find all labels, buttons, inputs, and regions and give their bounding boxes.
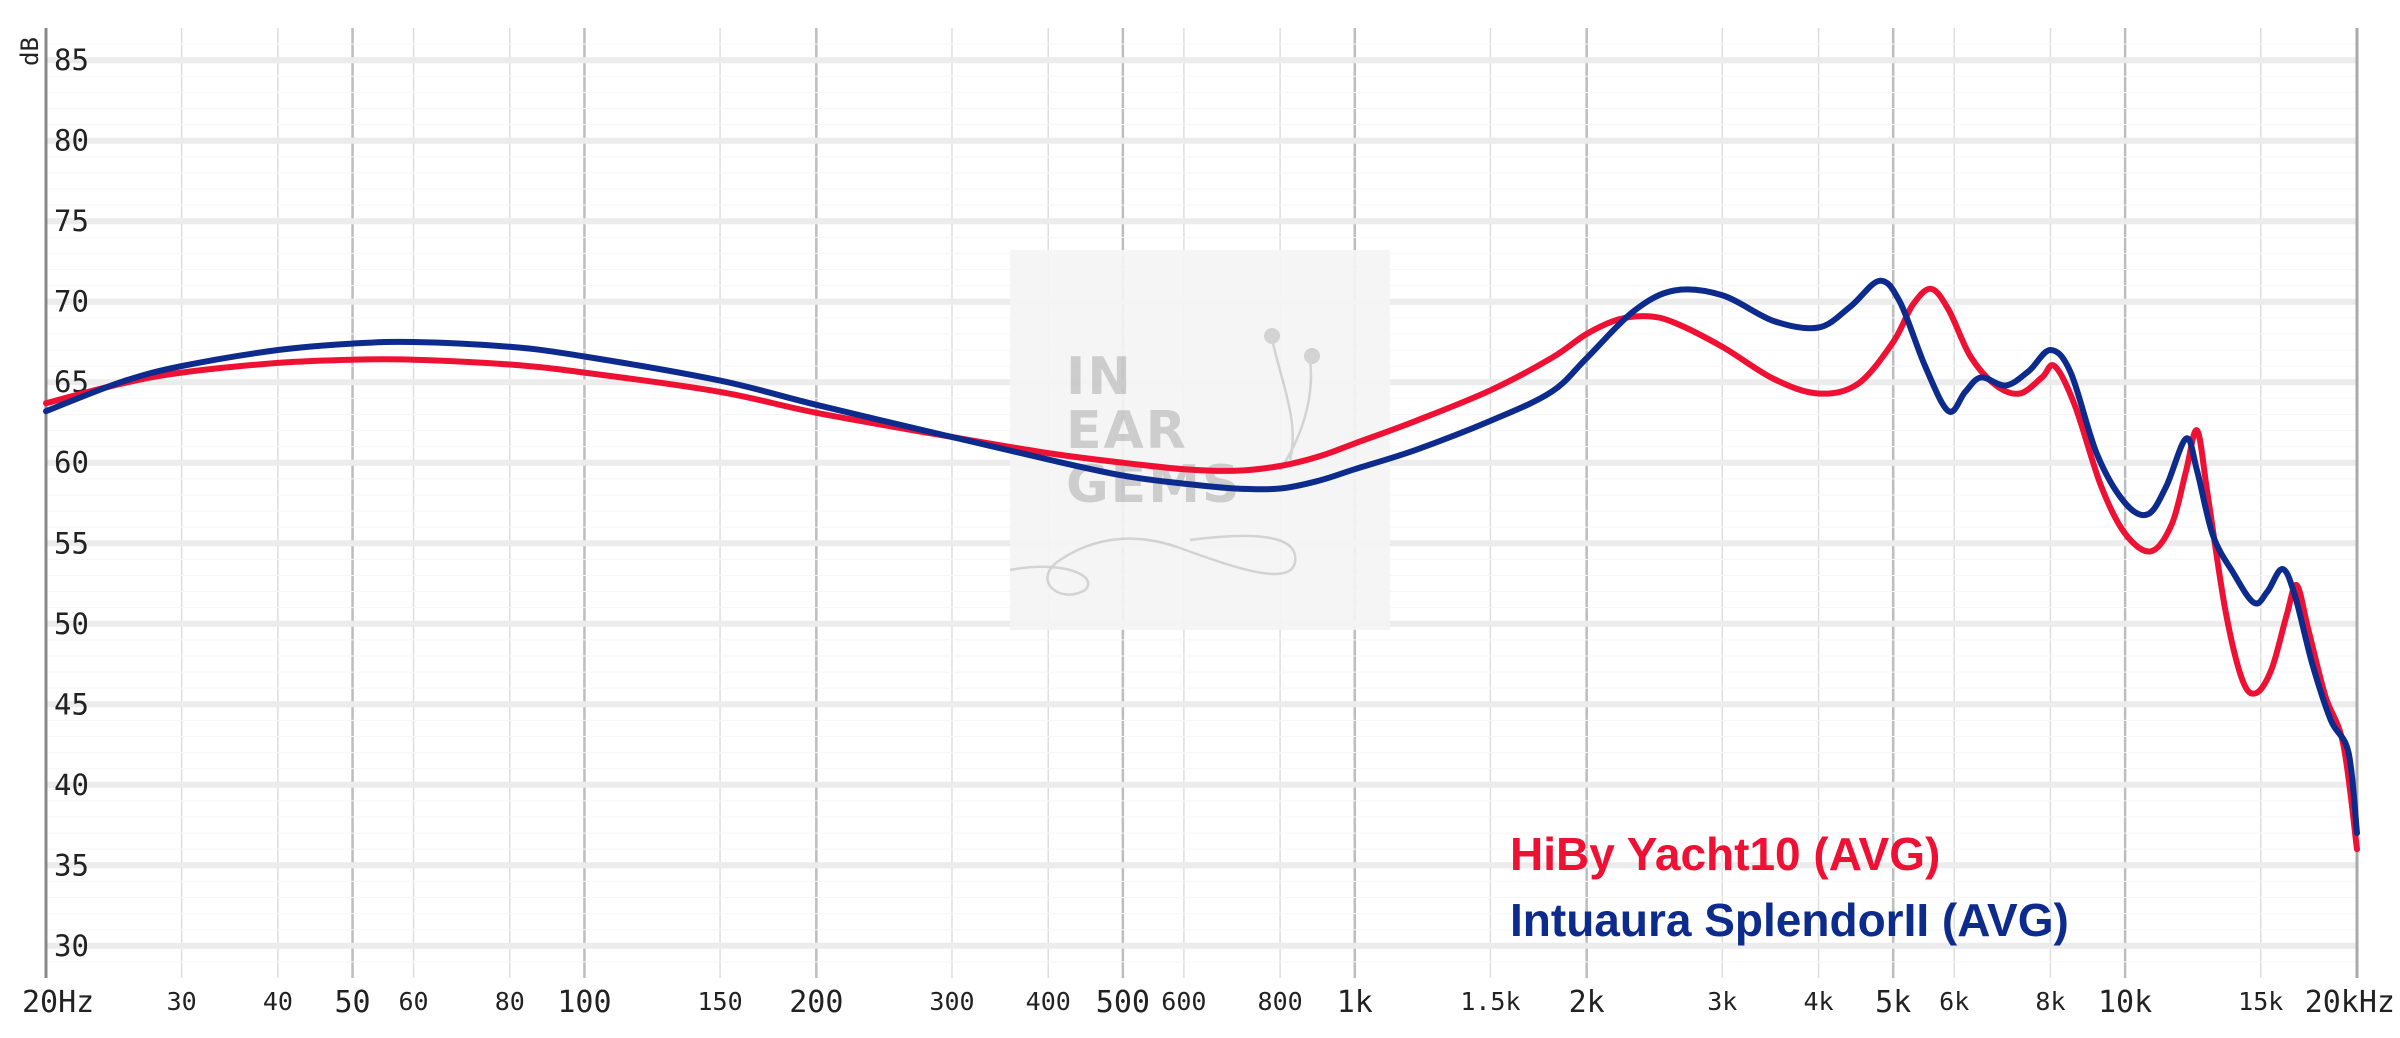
x-tick-label-5000: 5k bbox=[1875, 985, 1911, 1020]
x-tick-label-30: 30 bbox=[167, 987, 197, 1016]
legend-entry-intuaura-splendor2: Intuaura SplendorII (AVG) bbox=[1510, 894, 2069, 946]
curves bbox=[43, 277, 2360, 853]
series-line-1 bbox=[43, 277, 2360, 837]
x-tick-label-400: 400 bbox=[1026, 987, 1071, 1016]
y-tick-label-35: 35 bbox=[54, 848, 89, 882]
watermark-earbud-left bbox=[1264, 328, 1280, 344]
x-tick-label-6000: 6k bbox=[1939, 987, 1969, 1016]
y-tick-label-50: 50 bbox=[54, 607, 89, 641]
watermark-earbud-right bbox=[1304, 348, 1320, 364]
x-tick-label-15000: 15k bbox=[2238, 987, 2283, 1016]
x-tick-label-4000: 4k bbox=[1804, 987, 1834, 1016]
y-axis-title: dB bbox=[16, 37, 44, 66]
legend-entry-hiby-yacht10: HiBy Yacht10 (AVG) bbox=[1510, 828, 1940, 880]
x-tick-label-1500: 1.5k bbox=[1460, 987, 1520, 1016]
watermark-background bbox=[1010, 250, 1390, 630]
x-tick-label-50: 50 bbox=[334, 985, 370, 1020]
y-tick-label-30: 30 bbox=[54, 929, 89, 963]
y-tick-label-60: 60 bbox=[54, 446, 89, 480]
x-tick-label-40: 40 bbox=[263, 987, 293, 1016]
x-tick-label-2000: 2k bbox=[1569, 985, 1605, 1020]
x-tick-label-300: 300 bbox=[929, 987, 974, 1016]
x-tick-label-600: 600 bbox=[1161, 987, 1206, 1016]
y-tick-label-70: 70 bbox=[54, 285, 89, 319]
x-tick-label-1000: 1k bbox=[1337, 985, 1373, 1020]
x-tick-label-20000: 20kHz bbox=[2305, 985, 2395, 1020]
x-tick-label-8000: 8k bbox=[2035, 987, 2065, 1016]
series-line-0 bbox=[43, 285, 2360, 853]
x-tick-label-60: 60 bbox=[398, 987, 428, 1016]
watermark-line-2: EAR bbox=[1066, 401, 1188, 461]
x-tick-label-10000: 10k bbox=[2098, 985, 2152, 1020]
grid-minor bbox=[180, 28, 2262, 978]
y-tick-label-80: 80 bbox=[54, 124, 89, 158]
y-tick-label-40: 40 bbox=[54, 768, 89, 802]
x-tick-label-20: 20Hz bbox=[22, 985, 94, 1020]
watermark-line-1: IN bbox=[1066, 347, 1133, 407]
x-tick-label-800: 800 bbox=[1258, 987, 1303, 1016]
watermark-logo: IN EAR GEMS bbox=[1009, 250, 1390, 630]
x-tick-label-3000: 3k bbox=[1707, 987, 1737, 1016]
y-tick-label-55: 55 bbox=[54, 526, 89, 560]
x-tick-label-200: 200 bbox=[789, 985, 843, 1020]
watermark-earphone-icon bbox=[1009, 329, 1313, 596]
x-tick-label-500: 500 bbox=[1096, 985, 1150, 1020]
x-tick-labels: 20Hz 30 40 50 60 80 100 150 200 300 400 500 600 800 1k… bbox=[22, 985, 2395, 1020]
y-tick-label-45: 45 bbox=[54, 687, 89, 721]
x-tick-label-100: 100 bbox=[557, 985, 611, 1020]
x-tick-label-80: 80 bbox=[495, 987, 525, 1016]
y-tick-label-85: 85 bbox=[54, 43, 89, 77]
y-tick-label-75: 75 bbox=[54, 204, 89, 238]
x-tick-label-150: 150 bbox=[698, 987, 743, 1016]
